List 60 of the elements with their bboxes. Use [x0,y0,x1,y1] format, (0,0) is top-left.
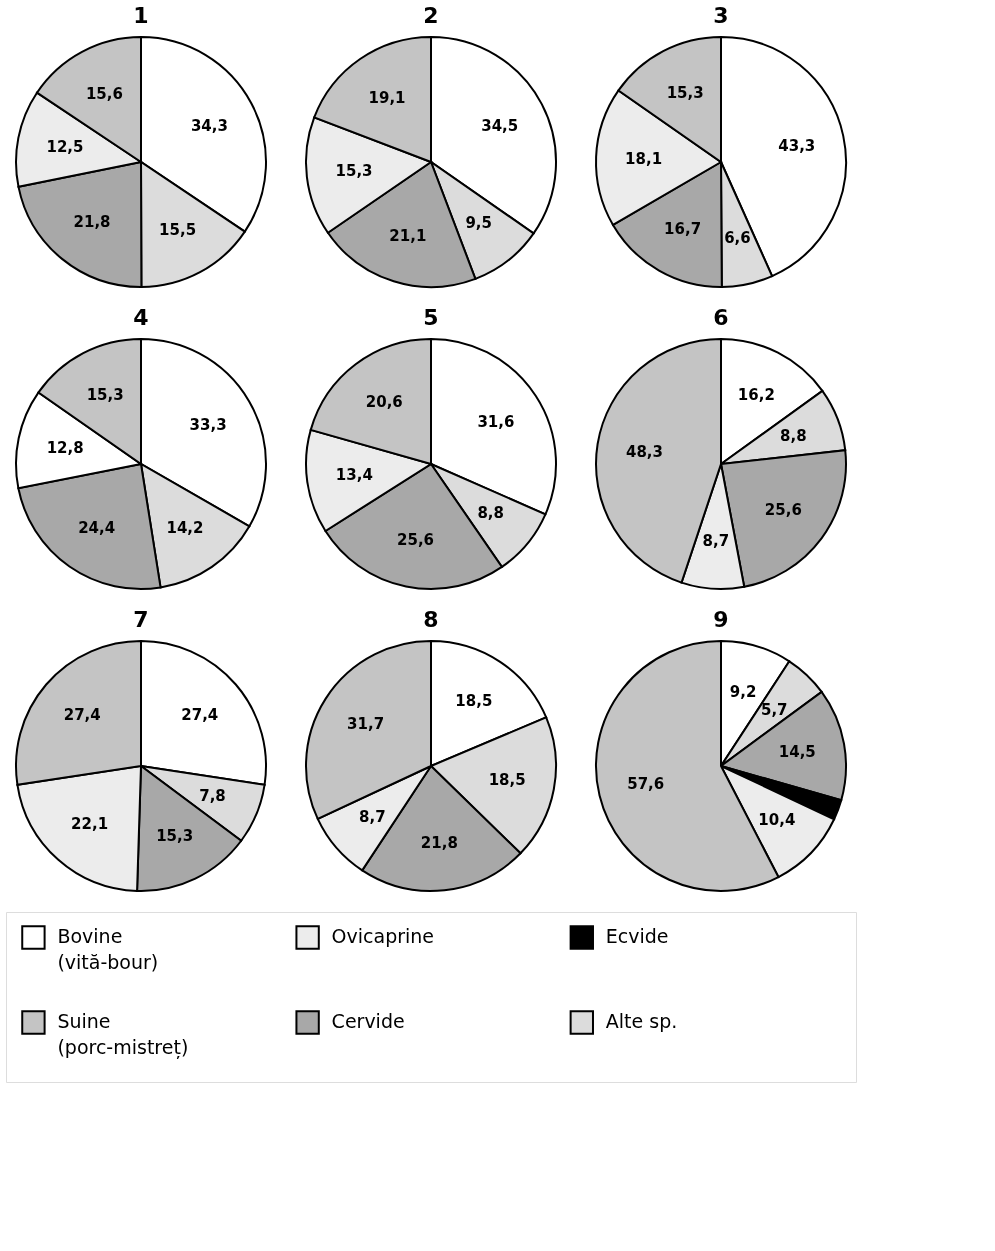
chart-title: 4 [133,305,149,330]
legend-label: Ovicaprine [331,924,435,947]
data-label: 18,5 [455,692,493,711]
data-label: 15,3 [335,162,373,181]
data-label: 14,5 [778,743,816,762]
data-label: 8,7 [702,532,730,551]
data-label: 18,1 [625,149,663,168]
legend-label: Suine (porc-mistreț) [57,1009,189,1059]
data-label: 14,2 [166,518,204,537]
data-label: 9,5 [465,214,492,233]
data-label: 48,3 [625,442,663,461]
data-label: 10,4 [758,810,796,829]
data-label: 25,6 [764,501,802,520]
data-label: 25,6 [397,530,435,549]
chart-title: 5 [423,305,439,330]
data-label: 9,2 [729,682,757,701]
data-label: 19,1 [368,89,406,108]
data-label: 15,5 [159,221,197,240]
legend-label: Ecvide [605,924,669,947]
data-label: 34,3 [190,116,228,135]
data-label: 21,8 [73,213,111,232]
chart-title: 9 [713,607,729,632]
data-label: 5,7 [760,700,788,719]
data-label: 34,5 [481,117,519,136]
legend-label: Cervide [331,1009,405,1032]
data-label: 20,6 [365,393,403,412]
data-label: 8,8 [477,504,504,523]
data-label: 15,3 [86,386,124,405]
data-label: 57,6 [627,775,665,794]
data-label: 21,8 [420,834,458,853]
data-label: 13,4 [335,466,373,485]
data-label: 22,1 [71,814,109,833]
chart-title: 3 [713,3,729,28]
data-label: 27,4 [63,706,101,725]
data-label: 27,4 [181,706,219,725]
data-label: 24,4 [78,518,116,537]
data-label: 6,6 [724,228,751,247]
chart-title: 6 [713,305,729,330]
data-label: 31,7 [347,715,385,734]
data-label: 7,8 [199,786,226,805]
data-label: 18,5 [488,771,526,790]
data-label: 12,5 [46,138,84,157]
data-label: 8,8 [780,427,807,446]
legend-label: Bovine (vită-bour) [57,924,159,973]
data-label: 31,6 [477,412,515,431]
chart-title: 7 [133,607,149,632]
data-label: 8,7 [359,807,386,826]
data-label: 33,3 [189,416,227,435]
data-label: 16,7 [664,220,702,239]
data-label: 15,3 [666,84,704,103]
data-label: 21,1 [389,226,427,245]
chart-title: 1 [133,3,149,28]
legend-label: Alte sp. [605,1009,678,1032]
data-label: 16,2 [737,386,775,405]
data-label: 15,6 [85,84,123,103]
chart-title: 8 [423,607,439,632]
data-label: 15,3 [156,826,194,845]
data-label: 43,3 [778,136,816,155]
data-label: 12,8 [46,439,84,458]
chart-title: 2 [423,3,439,28]
